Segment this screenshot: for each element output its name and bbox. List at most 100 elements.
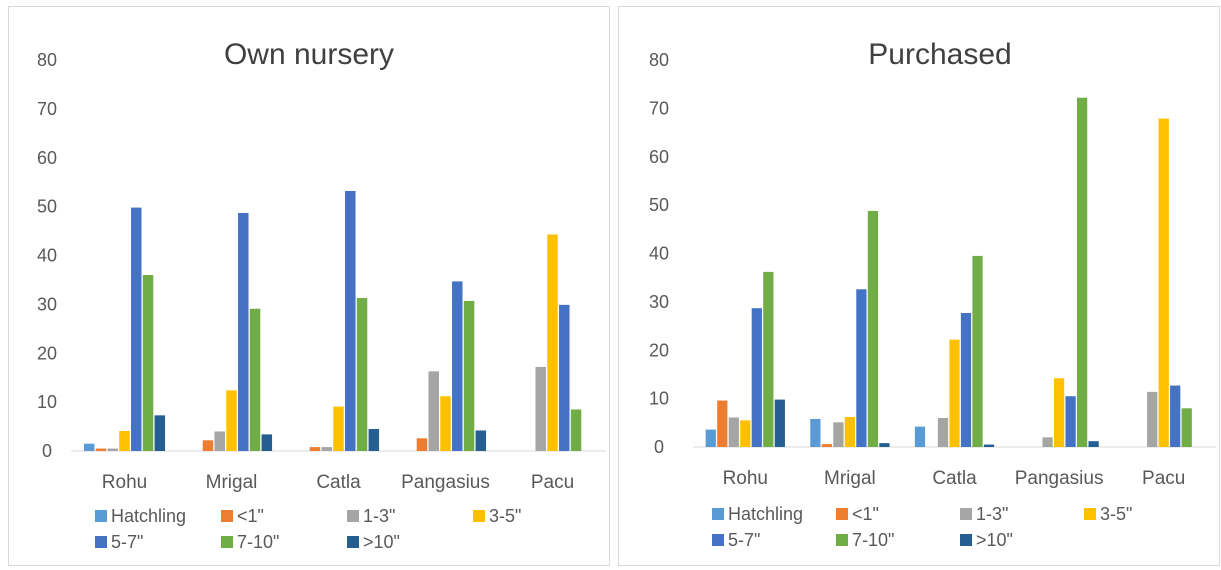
chart-title: Purchased [868, 38, 1011, 71]
bar-pangasius-7-10in [1076, 97, 1088, 447]
bar-catla-3-5in [949, 339, 960, 447]
legend-swatch [347, 510, 359, 522]
bar-pacu-1-3in [535, 366, 546, 451]
bar-rohu-7-10in [142, 275, 154, 451]
legend-item-5-7in: 5-7" [712, 530, 760, 550]
legend-swatch [95, 536, 107, 548]
legend-item-7-10in: 7-10" [221, 532, 279, 552]
y-tick-label: 50 [37, 197, 57, 217]
bar-pacu-3-5in [1158, 118, 1169, 447]
legend-swatch [960, 534, 972, 546]
y-tick-label: 50 [649, 195, 669, 215]
bar-catla-1-3in [937, 417, 949, 447]
bar-rohu-7-10in [763, 271, 774, 447]
bar-mrigal-gt-10in [879, 443, 890, 447]
bar-mrigal-1-3in [833, 422, 844, 447]
bar-pacu-7-10in [570, 409, 582, 451]
legend-swatch [836, 508, 848, 520]
bar-catla-7-10in [972, 255, 983, 447]
y-tick-label: 10 [37, 392, 57, 412]
bar-mrigal-hatchling [810, 418, 821, 447]
legend: Hatchling <1" 1-3" 3-5" 5-7" 7-10" >10" [95, 506, 521, 552]
bar-mrigal-7-10in [249, 308, 261, 451]
y-tick-label: 60 [37, 148, 57, 168]
legend-label: 3-5" [1100, 504, 1132, 524]
legend-label: <1" [237, 506, 264, 526]
y-tick-label: 70 [649, 98, 669, 118]
y-tick-label: 40 [37, 246, 57, 266]
bar-pacu-5-7in [559, 304, 570, 451]
legend: Hatchling <1" 1-3" 3-5" 5-7" 7-10" >10" [712, 504, 1132, 550]
y-tick-label: 80 [649, 50, 669, 70]
bar-mrigal-3-5in [226, 390, 237, 451]
legend-item-gt-10in: >10" [347, 532, 400, 552]
y-tick-label: 60 [649, 147, 669, 167]
y-tick-label: 0 [654, 437, 664, 457]
bar-catla-1-3in [321, 447, 332, 451]
bar-rohu-1-3in [107, 448, 118, 451]
bar-catla-gt-10in [368, 429, 380, 451]
y-tick-label: 40 [649, 244, 669, 264]
chart-own-nursery: Own nursery 0 10 20 30 40 50 60 70 80 Rohu Mrigal… [8, 6, 610, 566]
bar-rohu-hatchling [83, 443, 95, 451]
bar-rohu-3-5in [740, 420, 751, 447]
legend-swatch [221, 510, 233, 522]
bar-rohu-gt-10in [154, 415, 166, 451]
bar-catla-hatchling [914, 426, 926, 447]
bar-pangasius-gt-10in [1088, 441, 1099, 447]
bar-pangasius-3-5in [440, 396, 451, 451]
bar-mrigal-1-3in [214, 431, 225, 451]
bar-pacu-1-3in [1147, 391, 1158, 447]
bar-pangasius-5-7in [452, 281, 463, 451]
legend-swatch [836, 534, 848, 546]
legend-item-3-5in: 3-5" [1084, 504, 1132, 524]
legend-item-1-3in: 1-3" [347, 506, 395, 526]
x-axis: Rohu Mrigal Catla Pangasius Pacu [102, 472, 574, 493]
legend-item-1-3in: 1-3" [960, 504, 1008, 524]
bar-rohu-lt-1in [717, 400, 728, 447]
y-tick-label: 80 [37, 50, 57, 70]
legend-item-7-10in: 7-10" [836, 530, 894, 550]
legend-label: >10" [976, 530, 1013, 550]
legend-item-hatchling: Hatchling [712, 504, 803, 524]
legend-item-5-7in: 5-7" [95, 532, 143, 552]
x-tick-label: Rohu [723, 468, 768, 489]
legend-item-3-5in: 3-5" [473, 506, 521, 526]
legend-label: 1-3" [976, 504, 1008, 524]
bar-mrigal-lt-1in [202, 440, 214, 451]
bar-rohu-hatchling [705, 429, 716, 447]
bar-rohu-5-7in [751, 308, 762, 447]
bar-mrigal-5-7in [856, 289, 867, 447]
bar-rohu-lt-1in [95, 448, 107, 451]
bar-pangasius-7-10in [463, 300, 475, 451]
chart-title: Own nursery [224, 38, 394, 71]
y-tick-label: 20 [649, 340, 669, 360]
legend-swatch [95, 510, 107, 522]
bar-catla-5-7in [345, 190, 356, 452]
y-tick-label: 0 [42, 441, 52, 461]
legend-swatch [712, 508, 724, 520]
bar-rohu-3-5in [119, 430, 130, 451]
bar-pangasius-1-3in [428, 371, 439, 451]
bar-pangasius-3-5in [1053, 378, 1065, 447]
legend-swatch [1084, 508, 1096, 520]
y-tick-label: 30 [649, 292, 669, 312]
bar-pacu-7-10in [1181, 408, 1192, 447]
y-tick-label: 30 [37, 294, 57, 314]
bar-mrigal-5-7in [238, 212, 249, 451]
legend-label: 5-7" [111, 532, 143, 552]
bar-mrigal-lt-1in [821, 444, 833, 447]
bar-pangasius-lt-1in [416, 438, 428, 451]
legend-label: 5-7" [728, 530, 760, 550]
bar-rohu-gt-10in [774, 399, 785, 447]
bar-catla-3-5in [333, 406, 344, 451]
legend-swatch [712, 534, 724, 546]
legend-label: >10" [363, 532, 400, 552]
legend-item-lt-1in: <1" [221, 506, 264, 526]
legend-label: Hatchling [728, 504, 803, 524]
legend-swatch [473, 510, 485, 522]
bar-catla-5-7in [960, 313, 972, 447]
x-tick-label: Pangasius [1015, 468, 1104, 489]
legend-swatch [221, 536, 233, 548]
bar-pacu-3-5in [547, 234, 558, 451]
